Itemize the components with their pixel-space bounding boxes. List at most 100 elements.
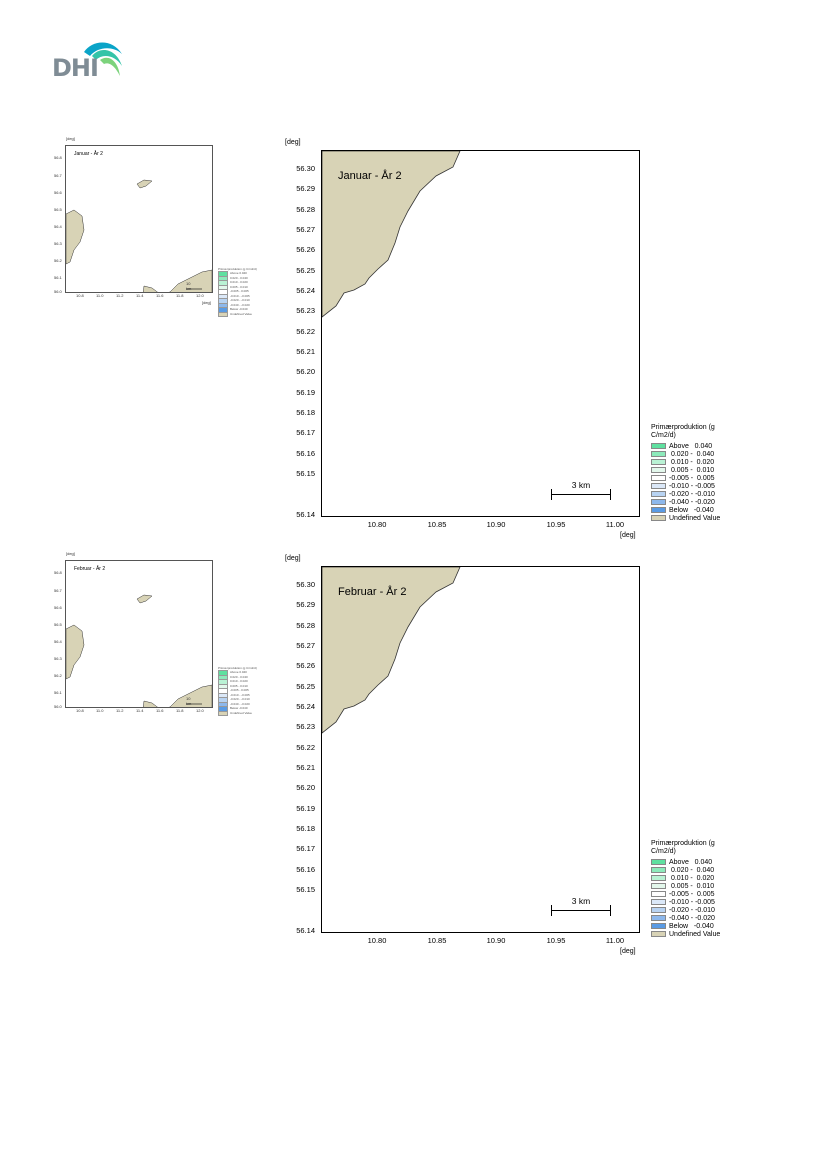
mini-xtick: 11.2 (116, 293, 124, 298)
mini-legend-title: Primærproduktion (g C/m2/d) (218, 267, 257, 271)
map-frame: Februar - År 2 3 km (321, 566, 640, 933)
mini-xtick: 11.4 (136, 293, 144, 298)
x-axis-unit: [deg] (620, 948, 636, 955)
scalebar-label: 3 km (571, 896, 591, 906)
x-tick: 10.85 (427, 520, 447, 529)
legend-row: Above 0.040 (651, 442, 791, 450)
mini-ytick: 56.1 (54, 275, 62, 280)
legend-row: Above 0.040 (651, 858, 791, 866)
wave-icon (84, 42, 122, 76)
mini-yunit: [deg] (66, 136, 75, 141)
mini-map-februar: [deg] Februar - År 2 56.8 56.7 56.6 56.5… (0, 548, 257, 718)
coastline-land (322, 151, 461, 318)
legend-row: -0.020 - -0.010 (651, 490, 791, 498)
y-tick: 56.25 (296, 682, 315, 691)
y-tick: 56.14 (296, 510, 315, 519)
y-tick: 56.29 (296, 600, 315, 609)
y-tick: 56.30 (296, 580, 315, 589)
y-tick: 56.18 (296, 824, 315, 833)
mini-xtick: 11.8 (176, 293, 184, 298)
mini-xtick: 11.6 (156, 708, 164, 713)
legend-row: 0.010 - 0.020 (651, 458, 791, 466)
y-tick: 56.16 (296, 449, 315, 458)
mini-ytick: 56.8 (54, 570, 62, 575)
scalebar: 3 km (551, 896, 611, 916)
mini-legend-title: Primærproduktion (g C/m2/d) (218, 666, 257, 670)
dhi-logo: DHI (50, 38, 130, 82)
y-tick: 56.24 (296, 702, 315, 711)
mini-ytick: 56.5 (54, 622, 62, 627)
mini-ytick: 56.5 (54, 207, 62, 212)
x-tick: 10.95 (546, 936, 566, 945)
mini-xtick: 12.0 (196, 708, 204, 713)
legend-row: -0.020 - -0.010 (651, 906, 791, 914)
y-tick: 56.17 (296, 428, 315, 437)
legend-title: Primærproduktion (g C/m2/d) (651, 840, 715, 855)
mini-ytick: 56.1 (54, 690, 62, 695)
mini-xtick: 10.8 (76, 293, 84, 298)
legend-row: Undefined Value (651, 930, 791, 938)
map-title: Januar - År 2 (338, 170, 402, 182)
y-tick: 56.26 (296, 245, 315, 254)
y-tick: 56.19 (296, 804, 315, 813)
map-frame: Januar - År 2 3 km (321, 150, 640, 517)
mini-map-frame: Januar - År 2 (65, 145, 213, 293)
mini-xtick: 11.6 (156, 293, 164, 298)
scalebar: 3 km (551, 480, 611, 500)
legend-row: -0.040 - -0.020 (651, 498, 791, 506)
x-tick: 10.80 (367, 520, 387, 529)
legend-januar: Primærproduktion (g C/m2/d) Above 0.040 … (651, 424, 791, 522)
x-tick: 10.90 (486, 936, 506, 945)
mini-legend: Primærproduktion (g C/m2/d) Above 0.040 … (218, 666, 257, 716)
mini-title: Februar - År 2 (74, 566, 106, 572)
y-tick: 56.24 (296, 286, 315, 295)
y-tick: 56.22 (296, 327, 315, 336)
y-tick: 56.23 (296, 306, 315, 315)
legend-row: -0.010 - -0.005 (651, 482, 791, 490)
y-tick: 56.26 (296, 661, 315, 670)
x-tick: 10.95 (546, 520, 566, 529)
x-tick: 10.85 (427, 936, 447, 945)
y-tick: 56.21 (296, 347, 315, 356)
y-tick: 56.16 (296, 865, 315, 874)
legend-row: Undefined Value (651, 514, 791, 522)
y-tick: 56.27 (296, 641, 315, 650)
y-tick: 56.25 (296, 266, 315, 275)
mini-coastline (66, 179, 212, 292)
mini-xtick: 11.4 (136, 708, 144, 713)
y-tick: 56.27 (296, 225, 315, 234)
y-tick: 56.21 (296, 763, 315, 772)
legend-row: 0.005 - 0.010 (651, 882, 791, 890)
mini-xtick: 11.0 (96, 708, 104, 713)
y-tick: 56.19 (296, 388, 315, 397)
mini-ytick: 56.4 (54, 224, 62, 229)
y-tick: 56.30 (296, 164, 315, 173)
legend-row: 0.005 - 0.010 (651, 466, 791, 474)
mini-ytick: 56.7 (54, 173, 62, 178)
mini-ytick: 56.0 (54, 289, 62, 294)
legend-row: -0.010 - -0.005 (651, 898, 791, 906)
coastline-land (322, 567, 461, 734)
legend-row: Below -0.040 (651, 506, 791, 514)
legend-row: -0.005 - 0.005 (651, 474, 791, 482)
x-tick: 10.80 (367, 936, 387, 945)
y-tick: 56.22 (296, 743, 315, 752)
mini-ytick: 56.4 (54, 639, 62, 644)
y-tick: 56.28 (296, 621, 315, 630)
logo-text: DHI (52, 54, 99, 82)
y-tick: 56.15 (296, 885, 315, 894)
y-tick: 56.20 (296, 783, 315, 792)
mini-ytick: 56.2 (54, 673, 62, 678)
scalebar-label: 3 km (571, 480, 591, 490)
mini-ytick: 56.7 (54, 588, 62, 593)
mini-xtick: 11.2 (116, 708, 124, 713)
mini-xtick: 12.0 (196, 293, 204, 298)
mini-legend: Primærproduktion (g C/m2/d) Above 0.040 … (218, 267, 257, 317)
mini-scalebar: 10 km (186, 696, 192, 706)
x-tick: 11.00 (605, 520, 625, 529)
y-axis-unit: [deg] (285, 555, 301, 562)
mini-ytick: 56.6 (54, 190, 62, 195)
y-axis-unit: [deg] (285, 139, 301, 146)
legend-row: 0.020 - 0.040 (651, 450, 791, 458)
legend-februar: Primærproduktion (g C/m2/d) Above 0.040 … (651, 840, 791, 938)
